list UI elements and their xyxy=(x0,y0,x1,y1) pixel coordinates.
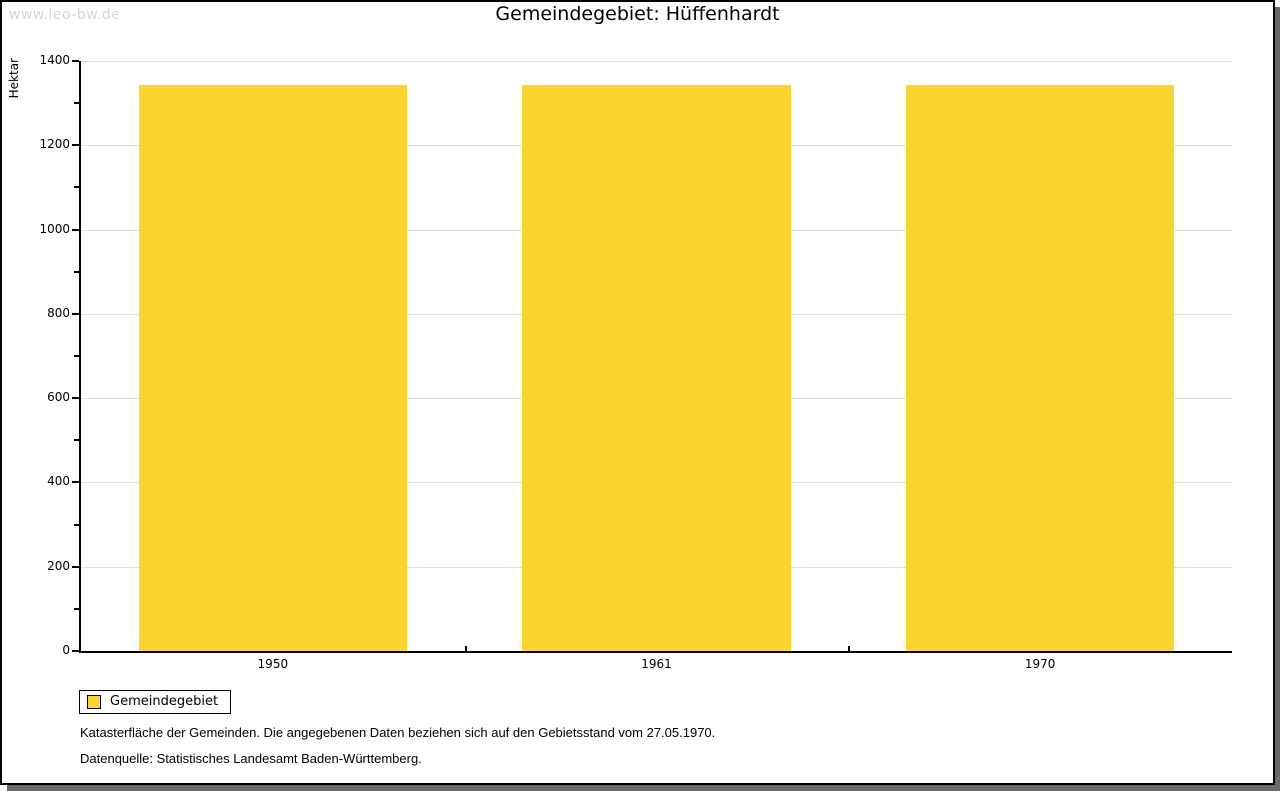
x-axis-line xyxy=(79,651,1232,653)
legend-swatch xyxy=(87,694,101,709)
x-boundary-tick xyxy=(465,646,467,651)
x-tick-label: 1970 xyxy=(1024,657,1056,671)
y-tick-label: 1000 xyxy=(39,222,70,236)
y-major-tick xyxy=(72,481,79,483)
bar-1970 xyxy=(905,85,1175,651)
footnote-datenquelle: Datenquelle: Statistisches Landesamt Bad… xyxy=(80,751,422,766)
y-tick-label: 0 xyxy=(62,643,70,657)
y-minor-tick xyxy=(74,186,79,188)
y-tick-label: 200 xyxy=(47,559,70,573)
bar-1961 xyxy=(522,85,791,651)
y-major-tick xyxy=(72,144,79,146)
y-minor-tick xyxy=(74,102,79,104)
y-tick-label: 400 xyxy=(47,474,70,488)
y-minor-tick xyxy=(74,355,79,357)
y-tick-label: 1200 xyxy=(39,137,70,151)
watermark: www.leo-bw.de xyxy=(9,7,121,23)
y-major-tick xyxy=(72,60,79,62)
h-gridline xyxy=(81,61,1232,62)
y-minor-tick xyxy=(74,271,79,273)
footnote-gebietsstand: Katasterfläche der Gemeinden. Die angege… xyxy=(80,725,716,740)
y-tick-label: 600 xyxy=(47,390,70,404)
y-minor-tick xyxy=(74,439,79,441)
y-major-tick xyxy=(72,650,79,652)
y-major-tick xyxy=(72,313,79,315)
legend: Gemeindegebiet xyxy=(79,690,232,714)
x-tick-label: 1961 xyxy=(641,657,672,671)
y-tick-label: 1400 xyxy=(39,53,70,67)
legend-label: Gemeindegebiet xyxy=(110,694,219,709)
x-tick-label: 1950 xyxy=(257,657,289,671)
bar-1950 xyxy=(138,85,408,651)
y-major-tick xyxy=(72,566,79,568)
y-major-tick xyxy=(72,229,79,231)
y-tick-label: 800 xyxy=(47,306,70,320)
x-boundary-tick xyxy=(848,646,850,651)
y-minor-tick xyxy=(74,608,79,610)
y-major-tick xyxy=(72,397,79,399)
y-minor-tick xyxy=(74,524,79,526)
y-axis-line xyxy=(79,61,81,653)
chart-title: Gemeindegebiet: Hüffenhardt xyxy=(495,3,780,25)
